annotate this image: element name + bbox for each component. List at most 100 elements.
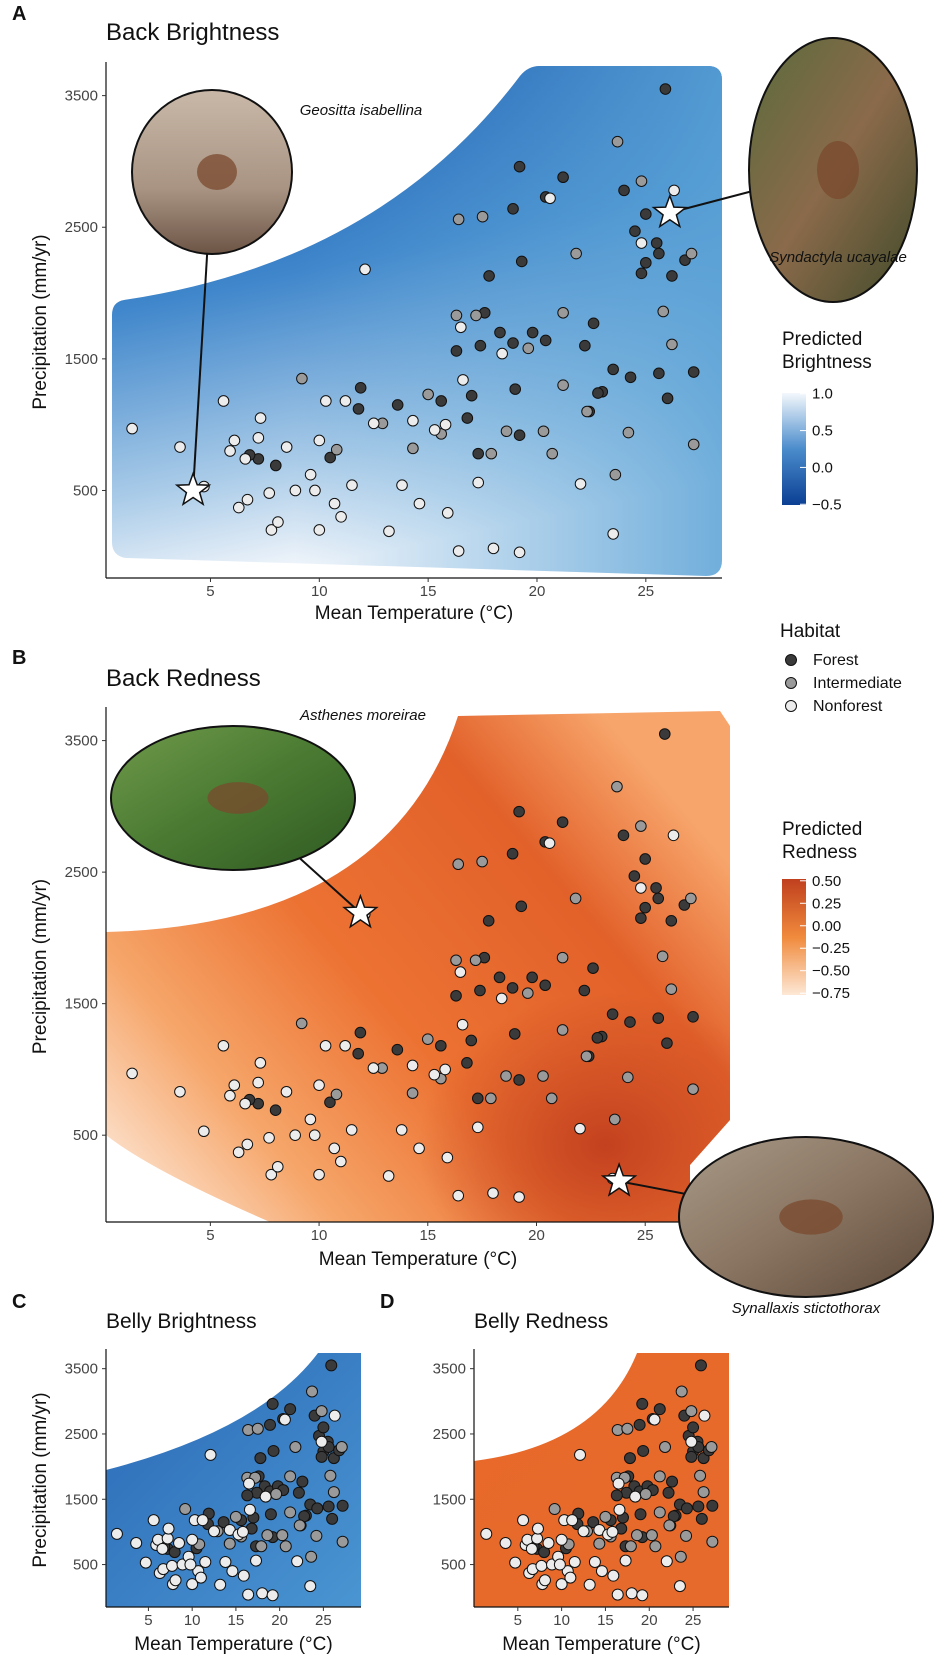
species-point [208, 1525, 221, 1538]
species-point [406, 1087, 419, 1099]
species-point [232, 501, 245, 514]
species-point [110, 1527, 123, 1540]
legend-swatch [785, 677, 797, 689]
species-point [254, 1452, 267, 1465]
species-point [607, 528, 619, 540]
species-point [526, 971, 538, 984]
species-point [624, 1016, 636, 1028]
species-point [252, 432, 265, 444]
species-point [666, 270, 678, 282]
species-point [650, 237, 663, 249]
species-point [396, 479, 408, 492]
species-point [450, 989, 462, 1002]
bird-silhouette [779, 1199, 843, 1235]
species-point [609, 468, 622, 481]
species-point [204, 1448, 217, 1461]
species-point [335, 510, 347, 523]
species-point [583, 1578, 596, 1591]
species-point [557, 306, 569, 319]
y-tick-label: 500 [73, 482, 98, 499]
species-point [687, 366, 700, 378]
species-point [263, 1132, 275, 1144]
species-point [592, 387, 604, 399]
species-point [322, 1500, 335, 1513]
species-point [663, 1519, 676, 1532]
species-point [652, 1012, 665, 1024]
species-point [635, 175, 648, 187]
species-point [228, 434, 241, 447]
y-axis-label: Precipitation (mm/yr) [30, 879, 51, 1054]
species-point [264, 1508, 277, 1521]
species-point [313, 434, 326, 447]
species-point [695, 1512, 708, 1525]
species-point [263, 487, 276, 499]
y-tick-label: 1500 [65, 1491, 98, 1508]
species-point [217, 1516, 230, 1529]
species-point [636, 1397, 649, 1410]
y-tick-label: 1500 [65, 996, 98, 1013]
species-point [313, 1079, 325, 1092]
species-point [266, 1397, 279, 1410]
species-point [289, 1441, 302, 1454]
species-point [706, 1499, 719, 1512]
species-point [174, 441, 186, 453]
species-point [310, 1529, 323, 1542]
species-point [457, 374, 469, 386]
species-point [580, 1050, 593, 1063]
species-point [311, 1502, 324, 1515]
species-point [395, 1124, 408, 1136]
species-point [289, 1129, 301, 1141]
species-point [174, 1085, 186, 1098]
species-point [661, 1037, 673, 1049]
species-point [685, 1450, 698, 1463]
species-point [500, 1070, 512, 1082]
species-point [236, 1525, 249, 1538]
species-point [223, 1537, 236, 1550]
species-point [339, 395, 352, 407]
species-point [665, 983, 678, 995]
species-point [284, 1506, 297, 1519]
legend-label: Forest [813, 652, 859, 669]
species-point [611, 780, 623, 793]
species-point [319, 1039, 332, 1052]
species-point [284, 1470, 297, 1483]
species-point [697, 1486, 710, 1499]
species-point [255, 1540, 268, 1553]
species-point [537, 425, 550, 438]
colorbar-tick-label: 0.25 [812, 895, 841, 912]
species-point [619, 1554, 632, 1567]
x-tick-label: 5 [144, 1612, 152, 1629]
species-point [513, 429, 526, 441]
species-point [666, 1475, 679, 1488]
species-point [570, 247, 582, 260]
species-point [315, 1435, 328, 1448]
species-point [506, 982, 519, 994]
species-point [435, 1039, 447, 1052]
species-point [471, 1092, 484, 1105]
panel: A Back Brightness 5 10 15 20 25 500 1500 2500 3500… [12, 3, 918, 715]
bird-silhouette [817, 140, 859, 200]
x-tick-label: 20 [271, 1612, 288, 1629]
species-point [685, 247, 698, 260]
species-point [328, 497, 341, 510]
species-point [635, 267, 648, 280]
species-point [635, 237, 648, 249]
y-tick-label: 2500 [65, 219, 98, 236]
x-tick-label: 10 [311, 1227, 328, 1244]
species-point [450, 345, 463, 357]
species-point [359, 263, 371, 276]
species-point [531, 1532, 544, 1545]
species-point [313, 524, 326, 536]
species-point [649, 1540, 662, 1553]
species-point [270, 1488, 283, 1501]
species-point [568, 1555, 581, 1568]
species-point [345, 1124, 358, 1136]
species-point [622, 1071, 634, 1084]
species-point [391, 399, 404, 411]
y-tick-label: 1500 [433, 1491, 466, 1508]
species-point [280, 1085, 293, 1098]
x-axis-label: Mean Temperature (°C) [134, 1634, 332, 1655]
species-point [166, 1559, 179, 1572]
species-point [324, 1469, 337, 1482]
species-point [259, 1490, 272, 1503]
